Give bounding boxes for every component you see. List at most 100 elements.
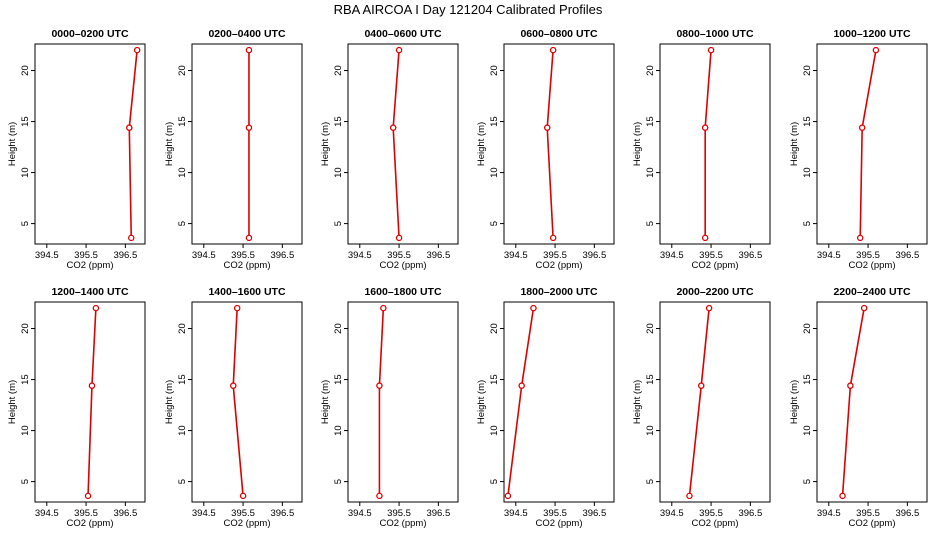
x-tick-label: 396.5 bbox=[270, 508, 294, 519]
x-axis-label: CO2 (ppm) bbox=[849, 518, 896, 529]
x-tick-label: 395.5 bbox=[231, 508, 255, 519]
panel-title: 1400–1600 UTC bbox=[208, 286, 285, 298]
x-tick-label: 396.5 bbox=[895, 250, 919, 261]
y-axis-label: Height (m) bbox=[7, 380, 18, 424]
y-tick-label: 20 bbox=[177, 65, 188, 76]
x-tick-label: 394.5 bbox=[35, 250, 59, 261]
x-tick-label: 395.5 bbox=[856, 508, 880, 519]
profile-point bbox=[395, 234, 403, 242]
panel-title: 1000–1200 UTC bbox=[833, 28, 910, 40]
x-axis-label: CO2 (ppm) bbox=[224, 260, 271, 271]
y-tick-label: 10 bbox=[645, 425, 656, 436]
profile-line bbox=[859, 49, 877, 238]
y-tick-label: 15 bbox=[645, 374, 656, 385]
y-tick-label: 15 bbox=[802, 374, 813, 385]
panel-title: 0800–1000 UTC bbox=[676, 28, 753, 40]
plot-frame bbox=[34, 43, 146, 245]
x-axis-label: CO2 (ppm) bbox=[67, 518, 114, 529]
profile-point bbox=[245, 124, 253, 131]
profile-point bbox=[847, 382, 854, 389]
profile-point bbox=[504, 492, 512, 500]
y-tick-label: 15 bbox=[645, 116, 656, 127]
x-tick-label: 396.5 bbox=[582, 508, 606, 519]
profile-line bbox=[378, 308, 385, 496]
profile-point bbox=[860, 304, 868, 312]
x-axis-label: CO2 (ppm) bbox=[380, 518, 427, 529]
panel-title: 2000–2200 UTC bbox=[676, 286, 753, 298]
x-tick-label: 396.5 bbox=[113, 508, 137, 519]
profile-line bbox=[87, 308, 97, 496]
panel-title: 0400–0600 UTC bbox=[364, 28, 441, 40]
x-tick-label: 396.5 bbox=[270, 250, 294, 261]
x-axis-label: CO2 (ppm) bbox=[849, 260, 896, 271]
plot-frame bbox=[816, 43, 928, 245]
y-tick-label: 15 bbox=[489, 116, 500, 127]
y-tick-label: 15 bbox=[20, 116, 31, 127]
x-tick-label: 394.5 bbox=[504, 250, 528, 261]
plot-frame bbox=[659, 43, 771, 245]
x-tick-label: 394.5 bbox=[348, 250, 372, 261]
profile-point bbox=[858, 124, 866, 131]
x-tick-label: 394.5 bbox=[192, 250, 216, 261]
y-tick-label: 15 bbox=[20, 374, 31, 385]
x-tick-label: 396.5 bbox=[426, 250, 450, 261]
y-tick-label: 5 bbox=[20, 221, 31, 226]
panel-title: 1200–1400 UTC bbox=[51, 286, 128, 298]
x-axis-label: CO2 (ppm) bbox=[692, 260, 739, 271]
x-tick-label: 395.5 bbox=[543, 250, 567, 261]
profile-point bbox=[233, 304, 241, 312]
profile-point bbox=[376, 492, 383, 500]
profile-line bbox=[688, 308, 710, 496]
profile-point bbox=[543, 124, 551, 131]
y-tick-label: 10 bbox=[177, 425, 188, 436]
y-tick-label: 10 bbox=[489, 425, 500, 436]
panel-title: 1600–1800 UTC bbox=[364, 286, 441, 298]
x-tick-label: 395.5 bbox=[387, 250, 411, 261]
y-tick-label: 20 bbox=[333, 65, 344, 76]
x-tick-label: 394.5 bbox=[192, 508, 216, 519]
x-tick-label: 394.5 bbox=[660, 508, 684, 519]
y-tick-label: 15 bbox=[177, 116, 188, 127]
plot-frame bbox=[191, 43, 303, 245]
y-axis-label: Height (m) bbox=[789, 380, 800, 424]
profile-point bbox=[856, 234, 864, 242]
profile-line bbox=[841, 307, 865, 496]
y-tick-label: 15 bbox=[333, 374, 344, 385]
y-tick-label: 20 bbox=[645, 323, 656, 334]
profile-point bbox=[549, 234, 557, 242]
profile-point bbox=[380, 304, 387, 312]
profile-line bbox=[546, 50, 554, 238]
y-axis-label: Height (m) bbox=[632, 380, 643, 424]
profile-point bbox=[686, 492, 693, 500]
x-tick-label: 395.5 bbox=[74, 508, 98, 519]
y-tick-label: 20 bbox=[489, 323, 500, 334]
y-tick-label: 5 bbox=[645, 221, 656, 226]
y-tick-label: 20 bbox=[333, 323, 344, 334]
profile-point bbox=[389, 124, 397, 131]
y-tick-label: 20 bbox=[645, 65, 656, 76]
y-tick-label: 5 bbox=[489, 221, 500, 226]
x-tick-label: 395.5 bbox=[699, 508, 723, 519]
panel-title: 0600–0800 UTC bbox=[520, 28, 597, 40]
y-tick-label: 5 bbox=[802, 479, 813, 484]
y-axis-label: Height (m) bbox=[476, 380, 487, 424]
x-tick-label: 394.5 bbox=[817, 508, 841, 519]
profile-point bbox=[245, 234, 253, 242]
plot-frame bbox=[659, 301, 771, 503]
y-tick-label: 10 bbox=[802, 425, 813, 436]
x-tick-label: 394.5 bbox=[35, 508, 59, 519]
y-axis-label: Height (m) bbox=[164, 122, 175, 166]
x-tick-label: 394.5 bbox=[504, 508, 528, 519]
x-tick-label: 396.5 bbox=[113, 250, 137, 261]
profile-point bbox=[839, 492, 846, 500]
x-tick-label: 396.5 bbox=[738, 508, 762, 519]
y-tick-label: 20 bbox=[20, 65, 31, 76]
panel-title: 0200–0400 UTC bbox=[208, 28, 285, 40]
plot-frame bbox=[191, 301, 303, 503]
